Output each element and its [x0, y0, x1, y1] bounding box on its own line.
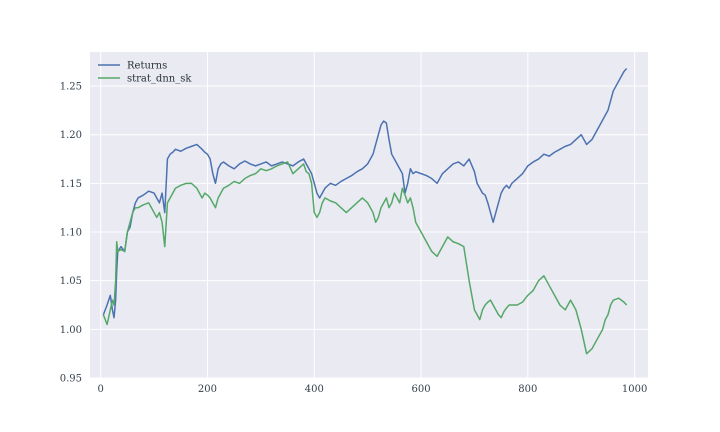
series-lines — [102, 68, 628, 355]
legend: Returns strat_dnn_sk — [98, 61, 192, 85]
x-tick-label: 0 — [97, 384, 103, 395]
y-tick-label: 1.20 — [60, 130, 82, 141]
x-tick-label: 800 — [518, 384, 537, 395]
y-tick-label: 1.00 — [60, 325, 82, 336]
y-tick-label: 1.10 — [60, 228, 82, 239]
y-axis-ticks: 0.95 1.00 1.05 1.10 1.15 1.20 1.25 — [60, 82, 82, 385]
x-tick-label: 1000 — [622, 384, 647, 395]
y-tick-label: 1.05 — [60, 276, 82, 287]
legend-label: strat_dnn_sk — [127, 74, 192, 85]
x-tick-label: 400 — [305, 384, 324, 395]
series-line-returns — [102, 68, 628, 319]
series-line-strat-dnn-sk — [102, 161, 628, 355]
legend-label: Returns — [127, 61, 167, 72]
grid — [90, 52, 648, 379]
plot-area — [90, 52, 648, 378]
x-tick-label: 600 — [412, 384, 431, 395]
x-tick-label: 200 — [198, 384, 217, 395]
y-tick-label: 1.15 — [60, 179, 82, 190]
y-tick-label: 0.95 — [60, 374, 82, 385]
y-tick-label: 1.25 — [60, 82, 82, 93]
x-axis-ticks: 0 200 400 600 800 1000 — [97, 384, 647, 395]
